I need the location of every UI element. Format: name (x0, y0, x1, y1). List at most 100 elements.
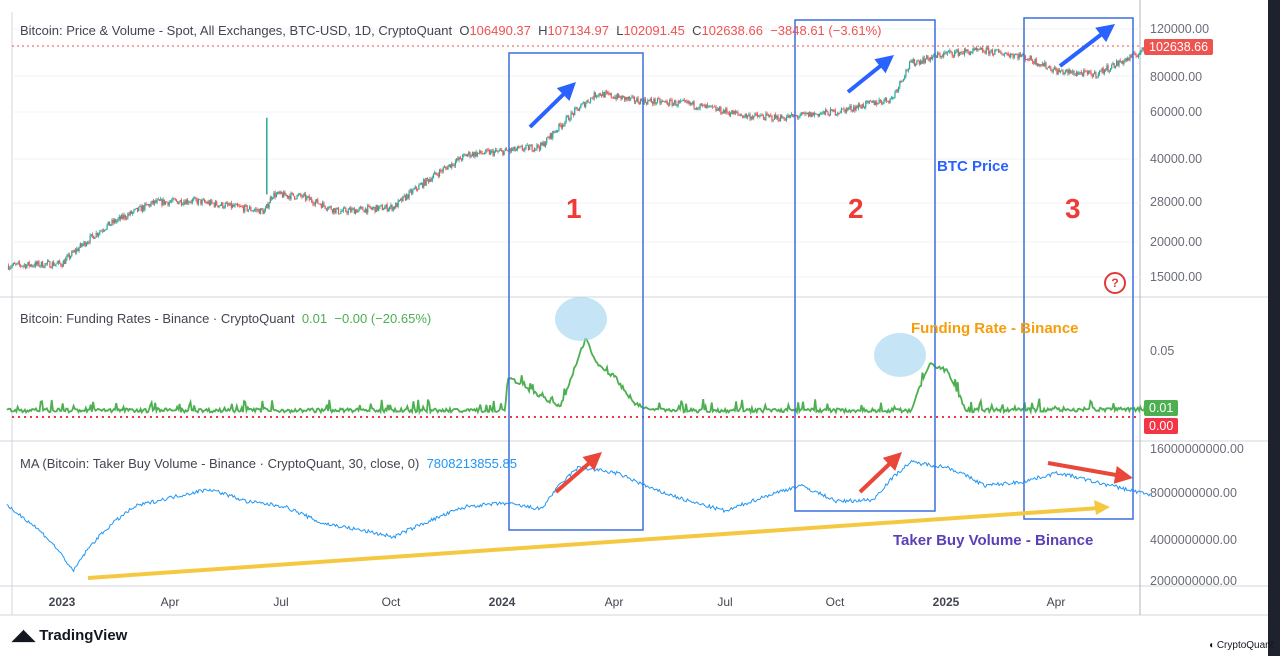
candle (452, 163, 454, 166)
candle (581, 103, 583, 106)
candle (675, 100, 677, 106)
candle (757, 116, 760, 117)
candle (339, 213, 341, 215)
help-icon[interactable]: ? (1104, 272, 1126, 294)
candle (645, 102, 648, 105)
candle (278, 192, 280, 194)
candle (122, 214, 124, 219)
candle (1142, 47, 1144, 50)
candle (673, 100, 676, 104)
candle (448, 164, 450, 167)
high-label: H (538, 23, 548, 38)
candle (669, 99, 671, 105)
candle (117, 218, 119, 221)
arrow-up-icon (554, 458, 595, 494)
candle (1036, 63, 1039, 65)
candle (605, 91, 607, 93)
candle (519, 146, 521, 148)
candle (737, 112, 739, 114)
candle (99, 231, 101, 234)
candle (123, 215, 125, 219)
candle (635, 101, 637, 103)
candle (311, 198, 313, 202)
candle (217, 205, 219, 207)
candle (107, 221, 109, 225)
candle (413, 188, 415, 190)
volume-axis-label: 4000000000.00 (1150, 533, 1237, 547)
candle (711, 105, 713, 107)
candle (189, 201, 191, 203)
candle (955, 51, 957, 53)
candle (513, 146, 515, 150)
candle (514, 146, 516, 151)
candle (55, 263, 57, 265)
candle (918, 60, 920, 65)
candle (593, 92, 595, 99)
candle (127, 214, 129, 219)
candle (259, 208, 262, 214)
arrow-up-icon (528, 89, 569, 129)
candle (54, 264, 56, 266)
candle (580, 105, 582, 109)
candle (670, 99, 672, 101)
candle (541, 142, 543, 146)
candle (175, 199, 178, 202)
candle (823, 111, 825, 114)
candle (162, 199, 164, 206)
candle (1078, 73, 1080, 75)
candle (208, 201, 211, 205)
candle (275, 193, 277, 198)
candle (667, 104, 670, 106)
candle (78, 247, 80, 251)
candle (302, 194, 304, 198)
candle (1074, 74, 1076, 76)
candle (1135, 54, 1137, 57)
candle (550, 133, 553, 139)
candle (1052, 69, 1054, 72)
candle (857, 104, 860, 109)
tradingview-logo[interactable]: ◢◣ TradingView (12, 626, 127, 644)
candle (664, 101, 666, 102)
candle (817, 113, 819, 117)
candle (899, 81, 901, 87)
candle (739, 114, 741, 116)
candle (654, 98, 656, 104)
candle (983, 51, 985, 53)
candle (1019, 53, 1022, 57)
candle (665, 101, 667, 102)
candle (624, 96, 626, 101)
candle (76, 248, 78, 253)
price-axis-label: 120000.00 (1150, 22, 1210, 36)
candle (273, 192, 275, 198)
candle (404, 195, 407, 200)
candle (660, 101, 662, 104)
candle (485, 149, 487, 154)
candle (916, 61, 918, 64)
candle (37, 261, 39, 265)
arrow-up-icon-head (582, 452, 602, 471)
candle (609, 93, 611, 95)
candle (196, 199, 198, 204)
candle (1116, 61, 1118, 66)
candle (95, 232, 97, 238)
candle (855, 106, 857, 111)
candle (379, 205, 381, 207)
candle (687, 101, 689, 103)
candle (548, 137, 550, 139)
candle (63, 260, 66, 264)
candle (13, 263, 16, 265)
candle (401, 198, 403, 202)
candle (678, 101, 681, 103)
candle (418, 185, 420, 190)
candle (143, 205, 145, 211)
funding-annotation: Funding Rate - Binance (911, 320, 1079, 337)
candle (89, 235, 91, 243)
candle (613, 97, 615, 99)
candle (52, 262, 55, 266)
candle (1073, 70, 1075, 76)
candle (365, 208, 368, 213)
candle (788, 115, 790, 118)
candle (902, 78, 905, 81)
candle (136, 207, 139, 212)
